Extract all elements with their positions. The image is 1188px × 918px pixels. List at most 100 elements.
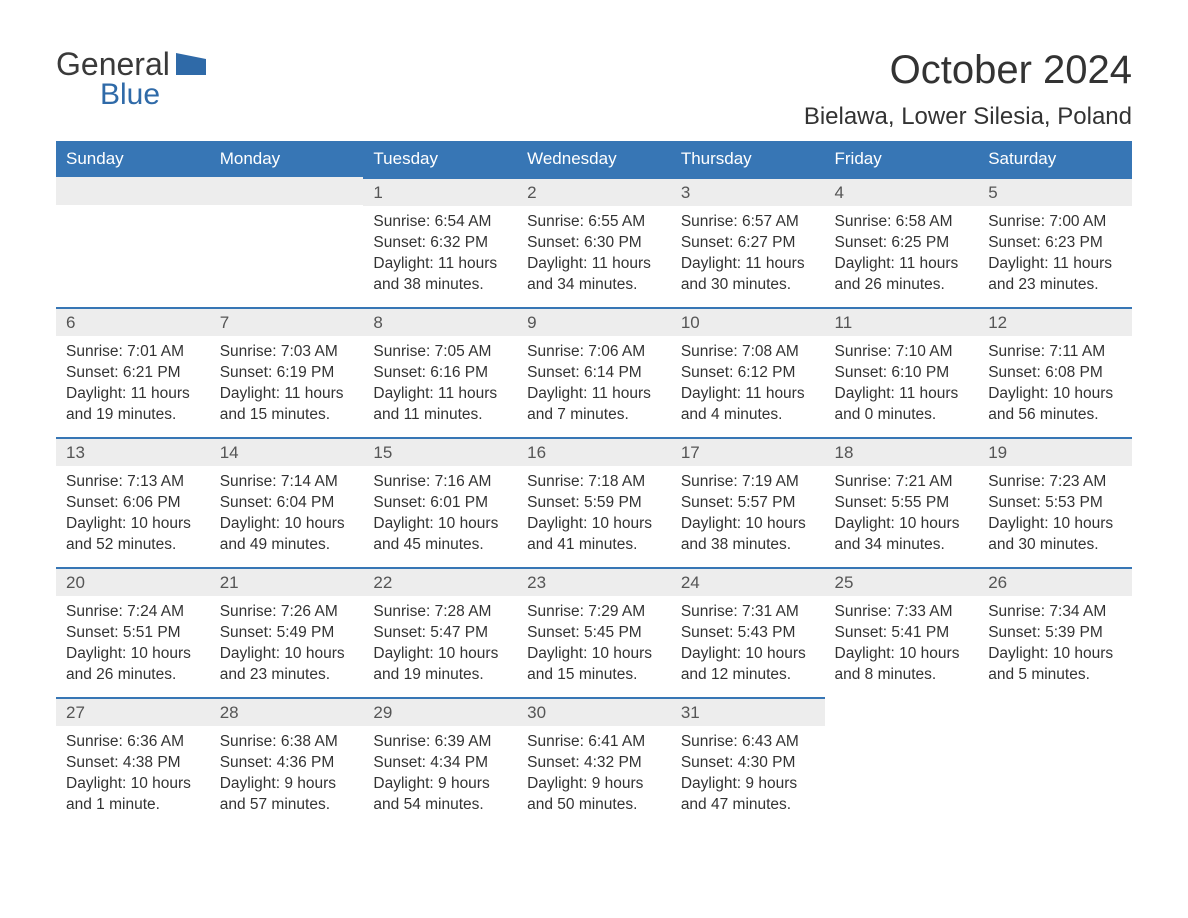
sunrise-text: Sunrise: 6:55 AM [527, 212, 661, 233]
weekday-header: Friday [825, 141, 979, 177]
calendar-cell: 1Sunrise: 6:54 AMSunset: 6:32 PMDaylight… [363, 177, 517, 307]
day-of-week-header-row: SundayMondayTuesdayWednesdayThursdayFrid… [56, 141, 1132, 177]
calendar-cell: 2Sunrise: 6:55 AMSunset: 6:30 PMDaylight… [517, 177, 671, 307]
day-number: 6 [56, 307, 210, 336]
calendar-cell: 6Sunrise: 7:01 AMSunset: 6:21 PMDaylight… [56, 307, 210, 437]
day-content: Sunrise: 7:14 AMSunset: 6:04 PMDaylight:… [210, 466, 364, 560]
sunrise-text: Sunrise: 7:00 AM [988, 212, 1122, 233]
daylight-text: Daylight: 10 hours and 26 minutes. [66, 644, 200, 686]
sunrise-text: Sunrise: 7:31 AM [681, 602, 815, 623]
day-content: Sunrise: 7:23 AMSunset: 5:53 PMDaylight:… [978, 466, 1132, 560]
daylight-text: Daylight: 11 hours and 4 minutes. [681, 384, 815, 426]
page-header: General Blue October 2024 Bielawa, Lower… [56, 48, 1132, 131]
sunset-text: Sunset: 4:34 PM [373, 753, 507, 774]
sunset-text: Sunset: 4:38 PM [66, 753, 200, 774]
calendar-cell: 4Sunrise: 6:58 AMSunset: 6:25 PMDaylight… [825, 177, 979, 307]
daylight-text: Daylight: 10 hours and 30 minutes. [988, 514, 1122, 556]
sunset-text: Sunset: 5:53 PM [988, 493, 1122, 514]
calendar-week-row: 27Sunrise: 6:36 AMSunset: 4:38 PMDayligh… [56, 697, 1132, 827]
day-number: 15 [363, 437, 517, 466]
day-number: 10 [671, 307, 825, 336]
sunrise-text: Sunrise: 7:18 AM [527, 472, 661, 493]
calendar-cell: 10Sunrise: 7:08 AMSunset: 6:12 PMDayligh… [671, 307, 825, 437]
daylight-text: Daylight: 10 hours and 56 minutes. [988, 384, 1122, 426]
sunset-text: Sunset: 6:30 PM [527, 233, 661, 254]
sunset-text: Sunset: 5:51 PM [66, 623, 200, 644]
calendar-cell: 7Sunrise: 7:03 AMSunset: 6:19 PMDaylight… [210, 307, 364, 437]
sunrise-text: Sunrise: 7:34 AM [988, 602, 1122, 623]
weekday-header: Thursday [671, 141, 825, 177]
calendar-cell: 31Sunrise: 6:43 AMSunset: 4:30 PMDayligh… [671, 697, 825, 827]
day-content: Sunrise: 7:00 AMSunset: 6:23 PMDaylight:… [978, 206, 1132, 300]
sunrise-text: Sunrise: 6:39 AM [373, 732, 507, 753]
day-content: Sunrise: 7:21 AMSunset: 5:55 PMDaylight:… [825, 466, 979, 560]
daylight-text: Daylight: 10 hours and 23 minutes. [220, 644, 354, 686]
daylight-text: Daylight: 10 hours and 52 minutes. [66, 514, 200, 556]
day-content: Sunrise: 6:39 AMSunset: 4:34 PMDaylight:… [363, 726, 517, 820]
day-number: 22 [363, 567, 517, 596]
sunset-text: Sunset: 6:08 PM [988, 363, 1122, 384]
sunset-text: Sunset: 6:25 PM [835, 233, 969, 254]
calendar-cell [210, 177, 364, 307]
sunset-text: Sunset: 5:47 PM [373, 623, 507, 644]
sunrise-text: Sunrise: 7:06 AM [527, 342, 661, 363]
day-number: 2 [517, 177, 671, 206]
calendar-cell: 22Sunrise: 7:28 AMSunset: 5:47 PMDayligh… [363, 567, 517, 697]
logo-general-text: General [56, 46, 170, 82]
daylight-text: Daylight: 10 hours and 15 minutes. [527, 644, 661, 686]
daylight-text: Daylight: 10 hours and 5 minutes. [988, 644, 1122, 686]
sunrise-text: Sunrise: 6:57 AM [681, 212, 815, 233]
day-content: Sunrise: 7:28 AMSunset: 5:47 PMDaylight:… [363, 596, 517, 690]
day-number: 5 [978, 177, 1132, 206]
day-number: 23 [517, 567, 671, 596]
day-content: Sunrise: 7:06 AMSunset: 6:14 PMDaylight:… [517, 336, 671, 430]
day-content: Sunrise: 7:16 AMSunset: 6:01 PMDaylight:… [363, 466, 517, 560]
day-number: 27 [56, 697, 210, 726]
empty-day-bar [56, 177, 210, 205]
sunset-text: Sunset: 5:59 PM [527, 493, 661, 514]
calendar-cell: 19Sunrise: 7:23 AMSunset: 5:53 PMDayligh… [978, 437, 1132, 567]
sunset-text: Sunset: 6:19 PM [220, 363, 354, 384]
daylight-text: Daylight: 10 hours and 19 minutes. [373, 644, 507, 686]
sunset-text: Sunset: 6:27 PM [681, 233, 815, 254]
daylight-text: Daylight: 10 hours and 45 minutes. [373, 514, 507, 556]
sunrise-text: Sunrise: 7:13 AM [66, 472, 200, 493]
day-number: 8 [363, 307, 517, 336]
sunrise-text: Sunrise: 7:11 AM [988, 342, 1122, 363]
day-number: 24 [671, 567, 825, 596]
sunrise-text: Sunrise: 7:23 AM [988, 472, 1122, 493]
daylight-text: Daylight: 11 hours and 0 minutes. [835, 384, 969, 426]
sunrise-text: Sunrise: 7:16 AM [373, 472, 507, 493]
sunrise-text: Sunrise: 7:26 AM [220, 602, 354, 623]
day-number: 31 [671, 697, 825, 726]
day-content: Sunrise: 6:58 AMSunset: 6:25 PMDaylight:… [825, 206, 979, 300]
calendar-cell: 11Sunrise: 7:10 AMSunset: 6:10 PMDayligh… [825, 307, 979, 437]
sunrise-text: Sunrise: 6:38 AM [220, 732, 354, 753]
daylight-text: Daylight: 10 hours and 34 minutes. [835, 514, 969, 556]
calendar-cell: 18Sunrise: 7:21 AMSunset: 5:55 PMDayligh… [825, 437, 979, 567]
sunrise-text: Sunrise: 7:01 AM [66, 342, 200, 363]
calendar-cell: 27Sunrise: 6:36 AMSunset: 4:38 PMDayligh… [56, 697, 210, 827]
day-content: Sunrise: 6:54 AMSunset: 6:32 PMDaylight:… [363, 206, 517, 300]
day-content: Sunrise: 6:43 AMSunset: 4:30 PMDaylight:… [671, 726, 825, 820]
day-number: 21 [210, 567, 364, 596]
daylight-text: Daylight: 11 hours and 15 minutes. [220, 384, 354, 426]
sunset-text: Sunset: 6:21 PM [66, 363, 200, 384]
empty-day-bar [210, 177, 364, 205]
day-number: 11 [825, 307, 979, 336]
sunset-text: Sunset: 6:04 PM [220, 493, 354, 514]
day-number: 7 [210, 307, 364, 336]
day-content: Sunrise: 7:13 AMSunset: 6:06 PMDaylight:… [56, 466, 210, 560]
weekday-header: Sunday [56, 141, 210, 177]
sunrise-text: Sunrise: 7:28 AM [373, 602, 507, 623]
daylight-text: Daylight: 9 hours and 57 minutes. [220, 774, 354, 816]
day-content: Sunrise: 7:19 AMSunset: 5:57 PMDaylight:… [671, 466, 825, 560]
sunrise-text: Sunrise: 7:24 AM [66, 602, 200, 623]
logo-blue-text: Blue [100, 80, 206, 110]
sunset-text: Sunset: 5:57 PM [681, 493, 815, 514]
sunrise-text: Sunrise: 6:58 AM [835, 212, 969, 233]
day-number: 18 [825, 437, 979, 466]
sunrise-text: Sunrise: 7:19 AM [681, 472, 815, 493]
daylight-text: Daylight: 11 hours and 23 minutes. [988, 254, 1122, 296]
calendar-cell: 23Sunrise: 7:29 AMSunset: 5:45 PMDayligh… [517, 567, 671, 697]
